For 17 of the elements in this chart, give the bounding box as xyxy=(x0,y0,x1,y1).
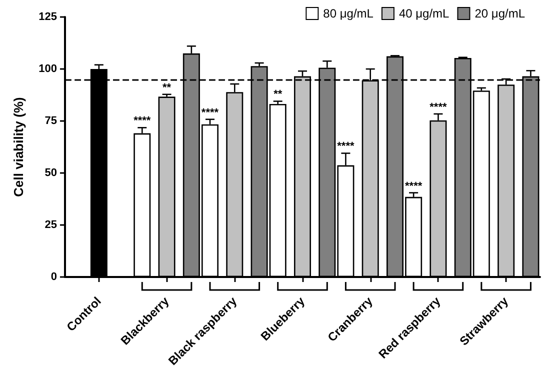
data-label: ** xyxy=(162,82,172,94)
data-label: **** xyxy=(201,106,220,119)
data-label: ** xyxy=(274,88,283,101)
data-label: **** xyxy=(430,101,448,114)
y-tick-label: 0 xyxy=(50,271,57,283)
y-tick-label: 50 xyxy=(44,167,57,179)
y-tick-label: 75 xyxy=(44,115,57,127)
legend-label: 80 μg/mL xyxy=(323,6,374,20)
data-label: **** xyxy=(134,115,152,128)
y-tick-label: 125 xyxy=(38,11,57,23)
legend-label: 40 μg/mL xyxy=(398,6,450,20)
y-axis-title: Cell viability (%) xyxy=(11,97,26,197)
y-tick-label: 100 xyxy=(38,63,57,75)
legend-label: 20 μg/mL xyxy=(474,6,526,20)
y-tick-label: 25 xyxy=(44,219,57,231)
data-label: **** xyxy=(405,180,423,192)
data-label: **** xyxy=(337,140,355,153)
